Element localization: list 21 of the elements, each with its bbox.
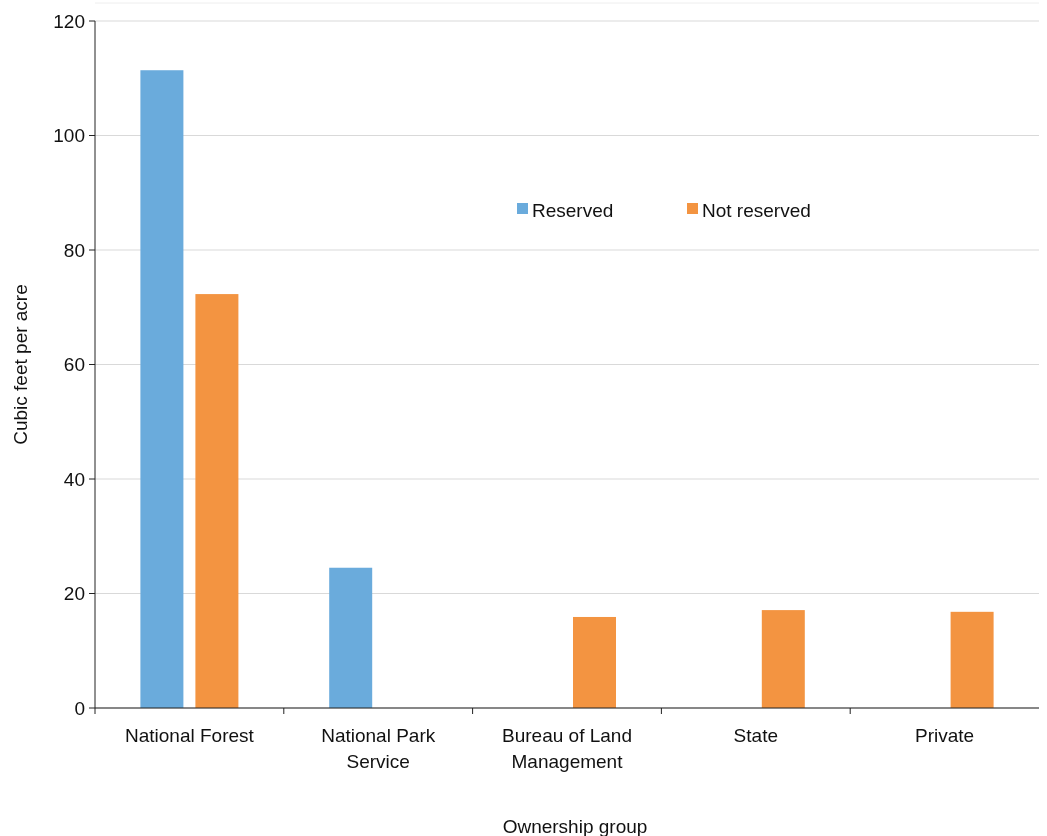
y-tick-label: 120 xyxy=(53,10,85,32)
y-tick-label: 80 xyxy=(63,239,85,261)
x-tick-label: Bureau of Land Management xyxy=(502,725,632,772)
bar xyxy=(950,611,994,708)
bar xyxy=(329,567,373,708)
x-tick-label: National Forest xyxy=(124,725,255,746)
y-axis-title: Cubic feet per acre xyxy=(10,284,31,445)
bar xyxy=(140,70,184,708)
x-tick-label: State xyxy=(733,725,778,746)
y-tick-label: 100 xyxy=(53,125,85,147)
bar xyxy=(573,616,616,708)
y-tick-label: 20 xyxy=(63,583,85,605)
y-tick-label: 0 xyxy=(74,697,85,719)
bar xyxy=(195,294,239,708)
y-tick-label: 40 xyxy=(63,468,85,490)
legend-label: Reserved xyxy=(532,199,614,221)
bar xyxy=(761,610,805,708)
x-tick-label: Private xyxy=(915,725,975,746)
y-tick-label: 60 xyxy=(63,354,85,376)
x-tick-label: National Park Service xyxy=(321,725,436,772)
legend-label: Not reserved xyxy=(702,199,811,221)
